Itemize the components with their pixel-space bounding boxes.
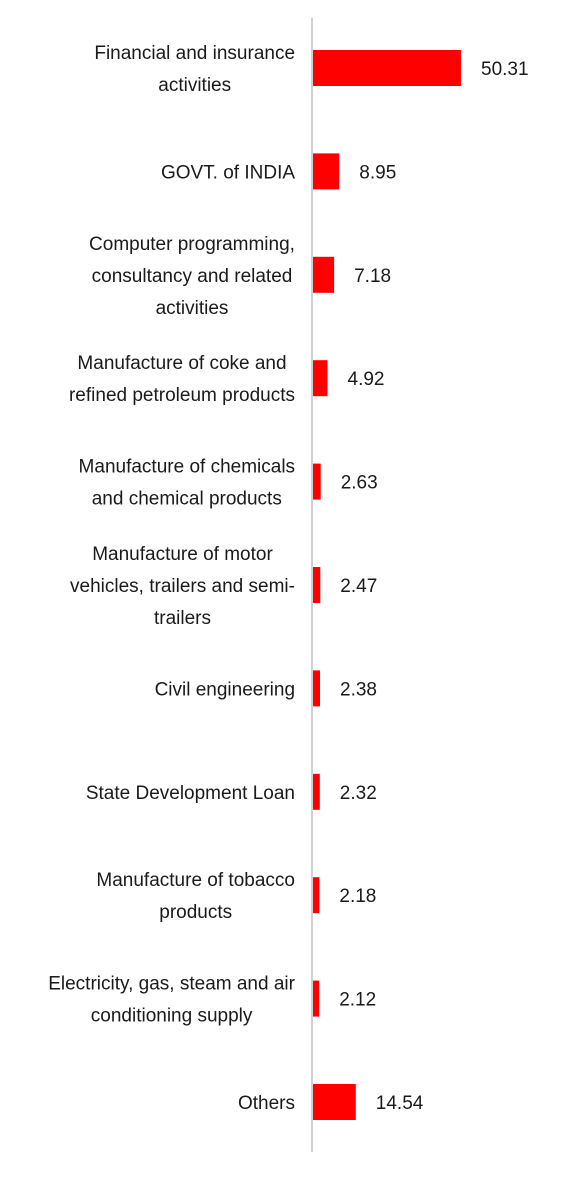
category-label-line: refined petroleum products <box>69 385 295 406</box>
value-label-4: 4.92 <box>348 369 385 390</box>
category-label-line: trailers <box>154 608 211 629</box>
value-label-3: 7.18 <box>354 266 391 287</box>
value-label-5: 2.63 <box>341 473 378 494</box>
category-label-line: conditioning supply <box>91 1006 253 1027</box>
value-label-7: 2.38 <box>340 679 377 700</box>
category-labels-group: Financial and insurance activities GOVT. o… <box>48 43 295 1114</box>
category-label-11: Others <box>238 1093 295 1114</box>
bar-4 <box>313 360 328 397</box>
category-label-2: GOVT. of INDIA <box>161 162 295 183</box>
category-label-line: and chemical products <box>92 489 282 510</box>
category-label-line: Financial and insurance <box>94 43 295 64</box>
bar-8 <box>313 773 320 810</box>
category-label-1: Financial and insurance activities <box>94 43 295 96</box>
category-label-10: Electricity, gas, steam and air condition… <box>48 974 295 1027</box>
bars-group <box>313 50 461 1120</box>
value-label-8: 2.32 <box>340 783 377 804</box>
bar-1 <box>313 50 461 86</box>
bar-6 <box>313 567 321 603</box>
category-label-line: Computer programming, <box>89 234 295 255</box>
category-label-5: Manufacture of chemicals and chemical pro… <box>79 457 296 510</box>
category-label-line: activities <box>158 75 231 96</box>
value-label-11: 14.54 <box>376 1093 424 1114</box>
category-label-line: consultancy and related <box>92 266 293 287</box>
category-label-line: Manufacture of coke and <box>77 353 286 374</box>
value-label-9: 2.18 <box>339 886 376 907</box>
category-label-3: Computer programming, consultancy and rel… <box>89 234 295 319</box>
bar-9 <box>313 877 320 914</box>
category-label-line: Manufacture of tobacco <box>96 870 295 891</box>
category-label-7: Civil engineering <box>155 679 295 700</box>
category-label-line: GOVT. of INDIA <box>161 162 295 183</box>
bar-2 <box>313 153 340 190</box>
category-label-line: products <box>159 902 232 923</box>
category-label-4: Manufacture of coke and refined petroleum… <box>69 353 295 406</box>
category-label-line: activities <box>156 298 229 319</box>
value-label-6: 2.47 <box>340 576 377 597</box>
category-label-line: Manufacture of chemicals <box>79 457 296 478</box>
value-labels-group: 50.31 8.95 7.18 4.92 2.63 2.47 2.38 2.32 2.18 2.1… <box>339 59 528 1114</box>
category-label-line: Electricity, gas, steam and air <box>48 974 295 995</box>
category-label-8: State Development Loan <box>86 783 295 804</box>
value-label-2: 8.95 <box>359 162 396 183</box>
bar-11 <box>313 1084 356 1120</box>
bar-5 <box>313 463 321 500</box>
category-label-line: Others <box>238 1093 295 1114</box>
bar-3 <box>313 256 335 293</box>
category-label-line: Manufacture of motor <box>92 544 273 565</box>
value-label-10: 2.12 <box>339 990 376 1011</box>
category-label-6: Manufacture of motor vehicles, trailers a… <box>70 544 295 629</box>
value-label-1: 50.31 <box>481 59 529 80</box>
category-label-line: State Development Loan <box>86 783 295 804</box>
bar-7 <box>313 670 320 707</box>
category-label-line: Civil engineering <box>155 679 295 700</box>
bar-10 <box>313 980 320 1017</box>
category-label-line: vehicles, trailers and semi- <box>70 576 295 597</box>
category-label-9: Manufacture of tobacco products <box>96 870 295 923</box>
